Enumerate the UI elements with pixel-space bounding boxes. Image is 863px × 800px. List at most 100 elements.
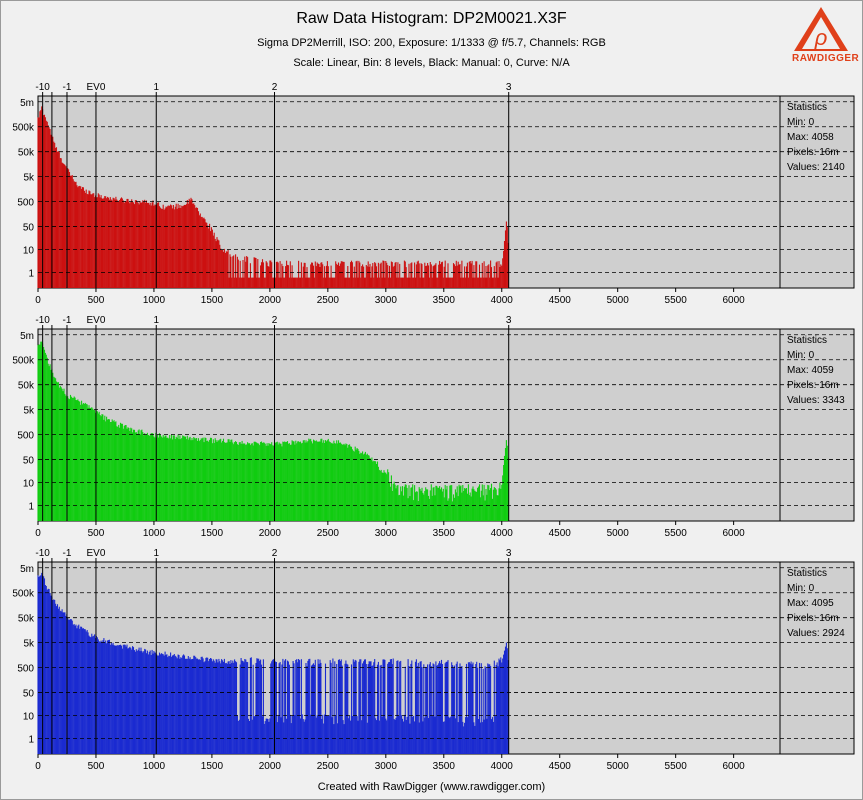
ev-label: 1 — [153, 315, 159, 326]
histogram-svg-blue: 5m 500k 50k 5k 500 50 10 1 -10 -1 EV0 1 2 3 0 500 1000 15… — [12, 548, 855, 772]
y-tick-label: 1 — [28, 269, 34, 280]
ev-label: 3 — [506, 315, 512, 326]
x-tick-label: 3000 — [375, 761, 398, 772]
ev-label: -1 — [63, 315, 72, 326]
y-tick-label: 50k — [18, 148, 35, 159]
x-tick-label: 500 — [88, 528, 105, 539]
statistics-panel — [779, 561, 855, 755]
logo-text: RAWDIGGER — [792, 53, 860, 64]
chart-title: Raw Data Histogram: DP2M0021.X3F — [296, 10, 567, 27]
y-tick-label: 5m — [20, 564, 34, 575]
x-tick-label: 5000 — [607, 761, 630, 772]
statistics-title: Statistics — [787, 568, 827, 579]
statistics-value: Pixels: 16m — [787, 613, 839, 624]
y-tick-label: 500k — [12, 589, 35, 600]
svg-text:ρ: ρ — [814, 25, 828, 50]
ev-label: -10 — [35, 82, 50, 93]
y-tick-label: 500 — [17, 664, 34, 675]
histogram-bars — [37, 106, 509, 288]
ev-label: -1 — [63, 82, 72, 93]
statistics-value: Max: 4059 — [787, 365, 834, 376]
statistics-value: Values: 2924 — [787, 628, 845, 639]
y-tick-label: 1 — [28, 502, 34, 513]
y-tick-label: 5k — [23, 639, 35, 650]
x-tick-label: 5500 — [665, 761, 688, 772]
statistics-value: Values: 2140 — [787, 162, 845, 173]
x-tick-label: 2500 — [317, 528, 340, 539]
y-tick-label: 10 — [23, 712, 35, 723]
ev-label: 3 — [506, 548, 512, 559]
histogram-panel-green: 5m 500k 50k 5k 500 50 10 1 -10 -1 EV0 1 2 3 0 500 1000 15… — [0, 313, 863, 541]
footer-credit: Created with RawDigger (www.rawdigger.co… — [317, 781, 546, 793]
y-tick-label: 50k — [18, 381, 35, 392]
statistics-value: Pixels: 16m — [787, 147, 839, 158]
ev-label: EV0 — [87, 315, 106, 326]
x-tick-label: 3500 — [433, 528, 456, 539]
histogram-svg-green: 5m 500k 50k 5k 500 50 10 1 -10 -1 EV0 1 2 3 0 500 1000 15… — [12, 315, 855, 539]
y-tick-label: 5m — [20, 331, 34, 342]
statistics-value: Pixels: 16m — [787, 380, 839, 391]
ev-label: 2 — [272, 82, 278, 93]
rawdigger-logo: ρ RAWDIGGER — [792, 5, 860, 67]
ev-label: -10 — [35, 315, 50, 326]
statistics-value: Min: 0 — [787, 350, 815, 361]
x-tick-label: 0 — [35, 295, 41, 306]
y-tick-label: 10 — [23, 246, 35, 257]
statistics-panel — [779, 328, 855, 522]
ev-label: EV0 — [87, 82, 106, 93]
x-tick-label: 0 — [35, 761, 41, 772]
y-tick-label: 500k — [12, 123, 35, 134]
x-tick-label: 4500 — [549, 761, 572, 772]
ev-label: 1 — [153, 82, 159, 93]
x-tick-label: 5000 — [607, 528, 630, 539]
x-tick-label: 2500 — [317, 295, 340, 306]
x-tick-label: 4000 — [491, 295, 514, 306]
x-tick-label: 1000 — [143, 528, 166, 539]
x-tick-label: 6000 — [723, 295, 746, 306]
statistics-title: Statistics — [787, 102, 827, 113]
x-tick-label: 5000 — [607, 295, 630, 306]
histogram-panel-red: 5m 500k 50k 5k 500 50 10 1 -10 -1 EV0 1 2 3 0 500 1000 15… — [0, 80, 863, 308]
x-tick-label: 2000 — [259, 761, 282, 772]
histogram-bars — [37, 341, 509, 521]
x-tick-label: 1500 — [201, 528, 224, 539]
statistics-value: Max: 4058 — [787, 132, 834, 143]
y-tick-label: 500 — [17, 431, 34, 442]
x-tick-label: 3000 — [375, 295, 398, 306]
histogram-panel-blue: 5m 500k 50k 5k 500 50 10 1 -10 -1 EV0 1 2 3 0 500 1000 15… — [0, 546, 863, 774]
ev-label: -1 — [63, 548, 72, 559]
ev-label: EV0 — [87, 548, 106, 559]
x-tick-label: 4500 — [549, 295, 572, 306]
statistics-value: Min: 0 — [787, 117, 815, 128]
x-tick-label: 4000 — [491, 528, 514, 539]
x-tick-label: 2000 — [259, 528, 282, 539]
histogram-svg-red: 5m 500k 50k 5k 500 50 10 1 -10 -1 EV0 1 2 3 0 500 1000 15… — [12, 82, 855, 306]
x-tick-label: 2500 — [317, 761, 340, 772]
y-tick-label: 10 — [23, 479, 35, 490]
y-tick-label: 1 — [28, 735, 34, 746]
ev-label: 2 — [272, 548, 278, 559]
x-tick-label: 0 — [35, 528, 41, 539]
x-tick-label: 1500 — [201, 295, 224, 306]
ev-label: 2 — [272, 315, 278, 326]
x-tick-label: 4500 — [549, 528, 572, 539]
ev-label: 3 — [506, 82, 512, 93]
histogram-bars — [37, 572, 509, 754]
x-tick-label: 1000 — [143, 761, 166, 772]
x-tick-label: 3000 — [375, 528, 398, 539]
rawdigger-logo-icon: ρ — [794, 7, 848, 51]
x-tick-label: 3500 — [433, 761, 456, 772]
x-tick-label: 6000 — [723, 761, 746, 772]
y-tick-label: 50k — [18, 614, 35, 625]
x-tick-label: 5500 — [665, 295, 688, 306]
y-tick-label: 50 — [23, 456, 35, 467]
x-tick-label: 1000 — [143, 295, 166, 306]
y-tick-label: 500 — [17, 198, 34, 209]
ev-label: 1 — [153, 548, 159, 559]
x-tick-label: 2000 — [259, 295, 282, 306]
statistics-value: Min: 0 — [787, 583, 815, 594]
x-tick-label: 6000 — [723, 528, 746, 539]
y-tick-label: 50 — [23, 223, 35, 234]
statistics-value: Values: 3343 — [787, 395, 845, 406]
statistics-panel — [779, 95, 855, 289]
